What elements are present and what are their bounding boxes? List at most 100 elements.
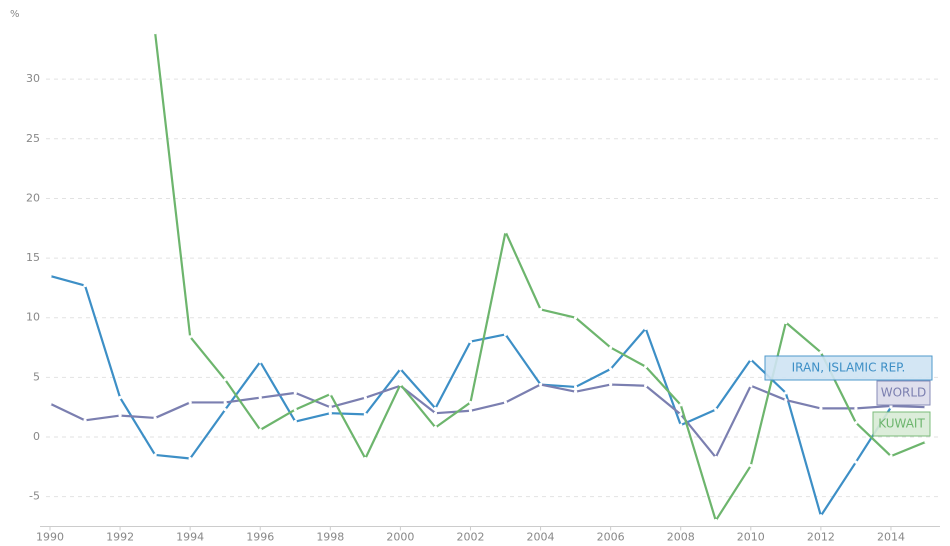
data-point	[679, 423, 683, 427]
data-point	[328, 411, 332, 415]
y-tick-label: -5	[29, 490, 40, 503]
data-point	[328, 392, 332, 396]
legend-label: KUWAIT	[872, 411, 931, 437]
x-tick-label: 1998	[316, 531, 344, 544]
data-point	[819, 350, 823, 354]
y-tick-label: 20	[26, 191, 40, 204]
data-point	[854, 460, 858, 464]
data-point	[258, 396, 262, 400]
data-point	[749, 357, 753, 362]
data-point	[83, 283, 87, 288]
data-point	[574, 385, 578, 389]
data-point	[433, 406, 438, 410]
data-point	[749, 384, 753, 388]
data-point	[503, 230, 508, 234]
data-point	[854, 406, 858, 410]
data-point	[258, 360, 262, 364]
legend-box	[876, 380, 931, 406]
x-tick-label: 2002	[456, 531, 484, 544]
data-point	[153, 453, 157, 457]
x-tick-label: 1994	[176, 531, 204, 544]
data-point	[468, 409, 473, 413]
x-tick-label: 2004	[527, 531, 555, 544]
data-point	[293, 407, 297, 412]
data-point	[609, 367, 613, 371]
data-point	[83, 418, 87, 422]
x-tick-label: 2014	[877, 531, 905, 544]
data-point	[48, 402, 52, 406]
y-tick-label: 15	[26, 251, 40, 264]
legend-label: IRAN, ISLAMIC REP.	[764, 355, 933, 381]
data-point	[433, 425, 438, 430]
data-point	[889, 454, 893, 458]
data-point	[924, 405, 928, 409]
data-point	[574, 390, 578, 394]
y-tick-label: 10	[26, 311, 40, 324]
data-point	[363, 456, 367, 461]
data-point	[503, 400, 508, 405]
data-point	[48, 274, 52, 278]
data-point	[644, 365, 648, 369]
x-tick-label: 1996	[246, 531, 274, 544]
x-tick-label: 2008	[667, 531, 695, 544]
y-axis-label: %	[10, 9, 20, 20]
series-line	[154, 32, 927, 522]
data-point	[468, 400, 473, 405]
data-point	[644, 384, 648, 388]
legend-box	[872, 411, 931, 437]
y-tick-label: 0	[33, 430, 40, 443]
data-point	[924, 440, 928, 444]
x-tick-label: 2010	[737, 531, 765, 544]
data-point	[188, 400, 192, 405]
data-point	[714, 518, 718, 523]
data-point	[854, 421, 858, 425]
data-point	[574, 316, 578, 320]
legend-text: KUWAIT	[878, 417, 925, 431]
data-point	[223, 407, 227, 412]
data-point	[118, 396, 122, 400]
x-tick-label: 1990	[36, 531, 64, 544]
data-point	[538, 307, 543, 311]
legend-text: WORLD	[881, 386, 927, 400]
data-point	[538, 382, 543, 387]
data-point	[258, 428, 262, 432]
data-point	[398, 367, 402, 371]
x-tick-label: 2006	[597, 531, 625, 544]
data-point	[293, 419, 297, 424]
data-point	[328, 405, 332, 409]
data-point	[644, 326, 648, 331]
data-point	[819, 406, 823, 410]
legend-box	[764, 355, 933, 381]
x-tick-label: 2012	[807, 531, 835, 544]
data-point	[784, 391, 788, 395]
data-point	[398, 382, 402, 387]
legend-text: IRAN, ISLAMIC REP.	[792, 361, 906, 375]
data-point	[609, 382, 613, 387]
x-tick-label: 2000	[386, 531, 414, 544]
data-point	[679, 412, 683, 416]
data-point	[468, 339, 473, 344]
data-point	[784, 320, 788, 325]
y-tick-label: 5	[33, 370, 40, 383]
y-tick-label: 25	[26, 132, 40, 145]
y-tick-label: 30	[26, 72, 40, 85]
data-point	[153, 416, 157, 420]
legend-label: WORLD	[876, 380, 931, 406]
series-line	[49, 274, 892, 517]
data-point	[188, 335, 192, 339]
data-point	[363, 396, 367, 400]
data-point	[153, 31, 157, 35]
data-point	[714, 407, 718, 412]
data-point	[293, 391, 297, 395]
data-point	[118, 413, 122, 418]
data-point	[363, 412, 367, 416]
data-point	[714, 455, 718, 459]
x-tick-label: 1992	[106, 531, 134, 544]
data-point	[188, 456, 192, 461]
data-point	[223, 400, 227, 405]
data-point	[749, 464, 753, 468]
data-point	[679, 403, 683, 407]
series-line	[49, 383, 927, 459]
data-point	[503, 332, 508, 337]
